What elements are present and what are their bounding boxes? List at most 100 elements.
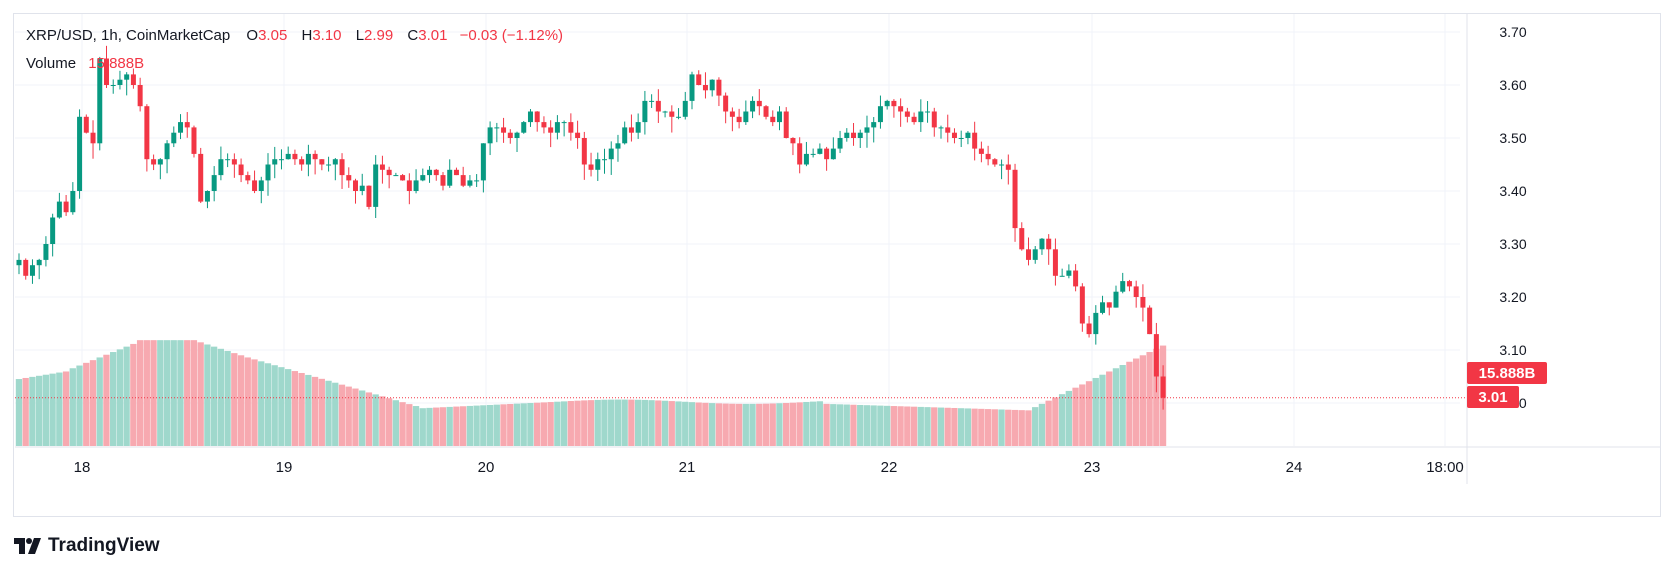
candle-body <box>682 100 688 117</box>
candle-body <box>527 111 533 123</box>
candle-body <box>393 175 399 177</box>
candle-body <box>521 122 527 133</box>
volume-bar <box>493 404 500 446</box>
candle-body <box>474 180 480 182</box>
volume-bar <box>823 403 830 446</box>
volume-bar <box>345 386 352 446</box>
candle-body <box>649 100 655 102</box>
candle-body <box>90 132 96 144</box>
tradingview-logo[interactable]: TradingView <box>14 535 160 557</box>
volume-bar <box>917 406 924 446</box>
volume-bar <box>372 394 379 446</box>
volume-bar <box>177 340 184 446</box>
volume-bar <box>722 403 729 446</box>
volume-bar <box>944 407 951 446</box>
candle-body <box>487 127 493 144</box>
tradingview-logo-icon <box>14 538 41 554</box>
volume-bar <box>89 360 97 446</box>
y-tick-label: 3.60 <box>1499 77 1526 93</box>
volume-bar <box>1025 410 1032 446</box>
candle-body <box>696 74 702 85</box>
volume-bar <box>352 388 359 446</box>
volume-bar <box>937 407 945 446</box>
candle-body <box>359 185 365 191</box>
candle-body <box>1126 281 1132 287</box>
volume-bar <box>123 346 130 446</box>
volume-bar <box>587 400 595 446</box>
candle-body <box>36 259 42 266</box>
candle-body <box>103 58 109 85</box>
volume-bar <box>184 340 191 446</box>
low-value: 2.99 <box>364 27 394 44</box>
volume-bar <box>850 404 857 446</box>
volume-bar <box>883 405 891 446</box>
candle-body <box>824 148 830 160</box>
candle-body <box>494 127 500 129</box>
close-key: C <box>407 27 419 44</box>
volume-bar <box>675 401 682 446</box>
candle-body <box>514 132 520 138</box>
low-key: L <box>355 27 365 44</box>
candle-body <box>999 164 1005 166</box>
x-tick-label: 18 <box>74 459 91 476</box>
candle-body <box>305 153 311 165</box>
volume-label[interactable]: Volume <box>26 55 77 72</box>
volume-bar <box>110 352 117 446</box>
volume-bar <box>83 362 90 446</box>
candle-body <box>602 159 608 161</box>
volume-bar <box>157 340 164 446</box>
volume-bar <box>15 379 23 446</box>
volume-bar <box>601 399 608 446</box>
volume-bar <box>1112 368 1120 446</box>
price-tag-bg <box>1467 386 1519 408</box>
candle-body <box>588 164 594 170</box>
candle-body <box>373 164 379 207</box>
candle-body <box>1012 169 1018 229</box>
volume-bar <box>96 357 103 446</box>
volume-bar <box>742 403 749 446</box>
candle-body <box>386 169 392 176</box>
volume-bar <box>964 408 972 446</box>
candle-body <box>985 153 991 160</box>
volume-bar <box>816 401 823 446</box>
candle-body <box>211 175 217 191</box>
candle-body <box>669 111 675 117</box>
volume-bar <box>863 405 871 446</box>
price-tag-text: 3.01 <box>1478 389 1507 406</box>
candle-body <box>709 79 715 91</box>
volume-bar <box>237 355 245 446</box>
candle-body <box>1086 323 1092 335</box>
candle-body <box>238 164 244 176</box>
volume-bar <box>984 409 992 446</box>
candle-body <box>925 111 931 113</box>
volume-bar <box>796 402 803 446</box>
volume-bar <box>258 361 265 446</box>
candle-body <box>63 201 69 213</box>
volume-bar <box>688 402 696 446</box>
chart-frame <box>13 13 1661 517</box>
volume-bar <box>332 382 339 446</box>
volume-bar <box>190 340 198 446</box>
volume-bar <box>1045 400 1052 446</box>
volume-bar <box>76 365 83 446</box>
candle-body <box>326 164 332 166</box>
volume-bar <box>305 374 312 446</box>
candle-body <box>110 85 116 86</box>
volume-tag-bg <box>1467 362 1547 384</box>
volume-bar <box>1005 409 1012 446</box>
volume-bar <box>406 404 413 446</box>
volume-bar <box>103 354 110 446</box>
candle-body <box>225 159 231 161</box>
candle-body <box>184 122 190 128</box>
candle-body <box>16 259 22 266</box>
candle-body <box>332 159 338 165</box>
volume-bar <box>385 398 393 446</box>
volume-bar <box>325 380 332 446</box>
candle-body <box>548 127 554 133</box>
symbol-line[interactable]: XRP/USD, 1h, CoinMarketCap <box>26 27 231 44</box>
candle-body <box>783 111 789 138</box>
volume-bar <box>560 401 568 446</box>
candle-body <box>743 111 749 123</box>
volume-bar <box>62 371 70 446</box>
